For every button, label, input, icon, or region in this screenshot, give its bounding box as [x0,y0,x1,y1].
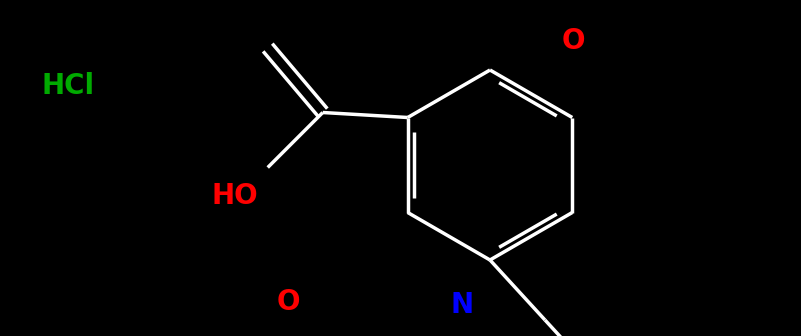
Text: HCl: HCl [42,72,95,100]
Text: O: O [276,288,300,316]
Text: O: O [562,27,585,55]
Text: HO: HO [211,182,258,210]
Text: N: N [450,291,473,319]
